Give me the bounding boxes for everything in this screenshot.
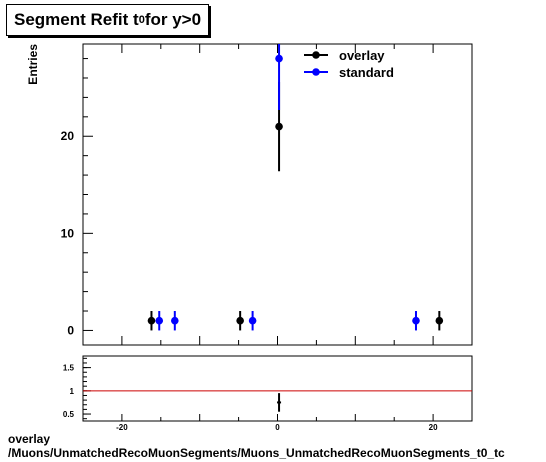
data-point-overlay <box>275 122 283 131</box>
data-point-overlay <box>435 316 444 325</box>
chart-title-subscript: 0 <box>138 14 145 26</box>
y-tick-label: 0 <box>67 323 74 337</box>
data-point-standard <box>171 316 179 325</box>
data-point-standard <box>155 316 164 325</box>
legend-marker-standard <box>312 68 320 76</box>
chart-title-suffix: for y>0 <box>144 10 202 29</box>
y-tick-label: 10 <box>61 226 75 240</box>
data-point-standard <box>248 316 257 325</box>
footer-path: /Muons/UnmatchedRecoMuonSegments/Muons_U… <box>8 446 505 460</box>
data-point-standard <box>275 54 283 63</box>
ratio-y-tick-label: 0.5 <box>63 410 75 419</box>
plot-frame <box>82 43 473 346</box>
legend-label-standard: standard <box>339 65 394 80</box>
ratio-x-tick-label: 0 <box>275 423 280 432</box>
chart-title-prefix: Segment Refit t <box>14 10 139 29</box>
ratio-plot: 0.5 1 1.5 -20 0 20 <box>63 355 473 432</box>
legend-label-overlay: overlay <box>339 48 385 63</box>
data-point-standard <box>412 316 420 325</box>
footer-label: overlay <box>8 432 51 446</box>
ratio-x-tick-label: -20 <box>116 423 128 432</box>
y-tick-label: 20 <box>61 129 75 143</box>
y-axis-label: Entries <box>26 44 40 85</box>
ratio-x-tick-label: 20 <box>429 423 438 432</box>
main-plot: 0 10 20 Entries overlay standard <box>26 43 473 346</box>
data-point-overlay <box>147 316 156 325</box>
data-point-overlay <box>236 316 244 325</box>
legend-marker-overlay <box>312 51 320 59</box>
ratio-y-tick-label: 1 <box>70 387 75 396</box>
ratio-y-tick-label: 1.5 <box>63 364 75 373</box>
plot-frame <box>82 355 473 422</box>
